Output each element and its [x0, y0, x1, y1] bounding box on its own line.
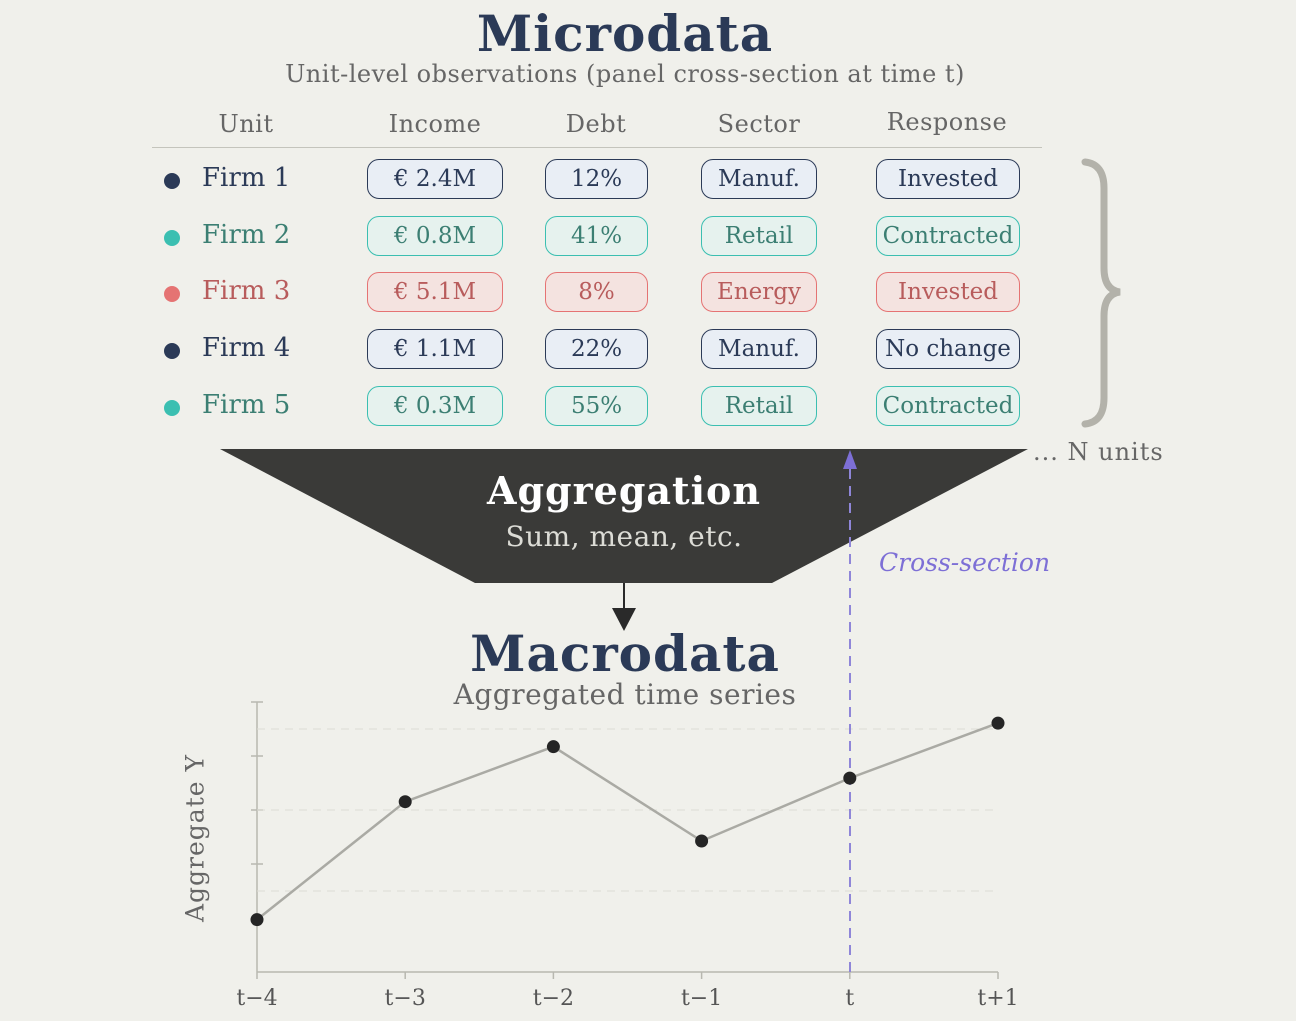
x-tick-label: t+1 — [977, 986, 1019, 1011]
unit-dot — [164, 286, 180, 302]
response-cell: Invested — [876, 272, 1020, 312]
sector-cell: Retail — [701, 216, 817, 256]
sector-cell: Energy — [701, 272, 817, 312]
unit-label: Firm 3 — [202, 276, 291, 306]
income-cell: € 0.8M — [367, 216, 503, 256]
response-cell: Invested — [876, 159, 1020, 199]
unit-label: Firm 5 — [202, 390, 291, 420]
debt-cell: 55% — [545, 386, 648, 426]
header-debt: Debt — [565, 110, 627, 138]
table-row: Firm 3 € 5.1M 8% Energy Invested — [0, 272, 1100, 314]
data-point — [843, 771, 857, 785]
income-cell: € 2.4M — [367, 159, 503, 199]
response-cell: Contracted — [876, 386, 1020, 426]
aggregation-funnel — [220, 449, 1028, 583]
data-point — [546, 740, 560, 754]
x-tick-label: t−2 — [532, 986, 575, 1011]
aggregation-title: Aggregation — [487, 468, 761, 513]
microdata-subtitle: Unit-level observations (panel cross-sec… — [285, 60, 965, 88]
table-row: Firm 2 € 0.8M 41% Retail Contracted — [0, 216, 1100, 258]
unit-dot — [164, 343, 180, 359]
macrodata-title: Macrodata — [470, 624, 780, 683]
table-row: Firm 5 € 0.3M 55% Retail Contracted — [0, 386, 1100, 428]
sector-cell: Manuf. — [701, 329, 817, 369]
cross-section-arrow-head — [843, 450, 857, 469]
table-row: Firm 4 € 1.1M 22% Manuf. No change — [0, 329, 1100, 371]
macrodata-subtitle: Aggregated time series — [453, 678, 797, 711]
header-unit: Unit — [218, 110, 274, 138]
debt-cell: 41% — [545, 216, 648, 256]
debt-cell: 12% — [545, 159, 648, 199]
income-cell: € 5.1M — [367, 272, 503, 312]
unit-dot — [164, 230, 180, 246]
n-units-label: ... N units — [1033, 438, 1164, 466]
data-point — [398, 795, 412, 809]
header-divider — [152, 147, 1042, 148]
aggregation-subtitle: Sum, mean, etc. — [505, 520, 743, 553]
x-tick-label: t−1 — [680, 986, 723, 1011]
x-tick-label: t — [845, 986, 855, 1011]
unit-label: Firm 2 — [202, 220, 291, 250]
header-income: Income — [388, 110, 482, 138]
group-brace — [1081, 158, 1121, 428]
sector-cell: Retail — [701, 386, 817, 426]
data-point — [991, 716, 1005, 730]
data-point — [695, 834, 709, 848]
table-row: Firm 1 € 2.4M 12% Manuf. Invested — [0, 159, 1100, 201]
sector-cell: Manuf. — [701, 159, 817, 199]
unit-label: Firm 4 — [202, 333, 291, 363]
funnel-arrow-head — [612, 608, 636, 631]
debt-cell: 22% — [545, 329, 648, 369]
income-cell: € 0.3M — [367, 386, 503, 426]
unit-dot — [164, 400, 180, 416]
response-cell: No change — [876, 329, 1020, 369]
unit-label: Firm 1 — [202, 163, 291, 193]
response-cell: Contracted — [876, 216, 1020, 256]
header-response: Response — [886, 108, 1008, 136]
income-cell: € 1.1M — [367, 329, 503, 369]
x-tick-label: t−4 — [236, 986, 278, 1011]
series-line — [256, 721, 999, 921]
x-tick-label: t−3 — [384, 986, 426, 1011]
data-point — [250, 913, 264, 927]
debt-cell: 8% — [545, 272, 648, 312]
unit-dot — [164, 173, 180, 189]
header-sector: Sector — [717, 110, 801, 138]
y-axis-label: Aggregate Y — [180, 753, 210, 923]
microdata-title: Microdata — [476, 4, 774, 63]
cross-section-label: Cross-section — [879, 548, 1051, 577]
